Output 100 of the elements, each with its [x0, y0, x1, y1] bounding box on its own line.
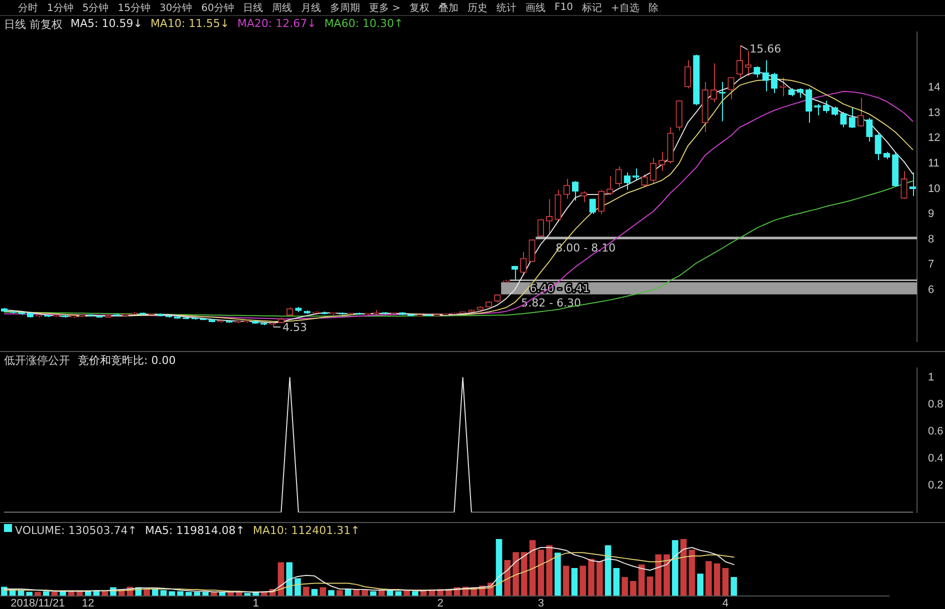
candlestick — [589, 198, 596, 214]
bar — [370, 591, 376, 596]
text: +自选 — [611, 2, 640, 14]
bar — [177, 591, 184, 596]
y-tick-label: 13 — [928, 106, 940, 119]
candlestick — [728, 77, 734, 100]
text: MA20: 12.67↓ — [237, 17, 316, 32]
candlestick — [580, 190, 588, 203]
y-tick-label: 7 — [928, 258, 934, 271]
y-tick-label: 10 — [928, 182, 940, 195]
text: 30分钟 — [159, 2, 192, 14]
bar — [730, 577, 737, 596]
text: 叠加 — [438, 2, 459, 14]
bar — [320, 587, 326, 596]
candlestick — [658, 151, 666, 172]
bar — [496, 539, 502, 596]
candlestick — [563, 178, 570, 200]
bar — [638, 564, 645, 596]
y-tick-label: 0.4 — [928, 452, 944, 464]
bar — [655, 554, 662, 596]
candlestick — [814, 104, 821, 116]
text: 标记 — [582, 2, 602, 14]
x-tick-label: 2 — [437, 597, 444, 609]
y-tick-label: 8 — [928, 233, 934, 246]
bar — [294, 578, 301, 596]
text: 除 — [648, 2, 658, 14]
bar — [562, 566, 570, 596]
bar — [722, 568, 729, 596]
annotation: 15.66 — [750, 42, 782, 56]
candlestick — [606, 176, 614, 196]
bar — [152, 588, 158, 596]
text: F10 — [554, 2, 573, 13]
x-tick-label: 12 — [82, 597, 94, 609]
y-tick-label: 9 — [928, 208, 934, 220]
annotation: 4.53 — [282, 320, 308, 334]
candlestick — [762, 60, 769, 92]
candlestick — [554, 189, 562, 222]
text: 日线 — [242, 2, 263, 14]
text: 周线 — [272, 2, 292, 14]
bar — [646, 576, 654, 596]
bar — [622, 577, 628, 596]
text: MA60: 10.30↑ — [324, 17, 404, 32]
y-tick-label: 11 — [928, 157, 940, 170]
candlestick — [710, 62, 718, 104]
text: MA5: 119814.08↑ — [144, 524, 245, 537]
bar — [286, 562, 292, 596]
bar — [344, 590, 352, 596]
bar — [34, 592, 41, 596]
bar — [714, 563, 720, 596]
bar — [554, 552, 561, 596]
text: 竞价和竞昨比: 0.00 — [78, 353, 176, 368]
candlestick — [520, 252, 527, 276]
y-tick-label: 12 — [928, 132, 940, 144]
chart-title: 低开涨停公开 — [4, 353, 70, 368]
candlestick — [857, 97, 864, 128]
x-tick-label: 4 — [722, 597, 729, 609]
text: 分时 — [18, 2, 38, 14]
bar — [529, 540, 536, 596]
text: 历史 — [468, 2, 488, 14]
chart-title: 日线 前复权 — [4, 17, 62, 32]
text: 画线 — [526, 2, 546, 14]
bar — [412, 591, 418, 596]
bar — [706, 561, 712, 596]
text: 复权 — [410, 2, 430, 14]
bar — [546, 545, 552, 596]
bar — [512, 552, 519, 596]
candlestick — [736, 45, 743, 78]
candlestick — [806, 88, 812, 124]
bar — [697, 574, 704, 596]
bar — [680, 539, 687, 596]
candlestick — [537, 218, 544, 238]
bar — [186, 592, 192, 596]
candlestick — [615, 166, 622, 188]
bar — [42, 591, 50, 596]
text: 15分钟 — [118, 2, 150, 14]
bar — [580, 566, 586, 596]
candlestick — [874, 133, 882, 161]
bar — [160, 590, 167, 596]
candlestick — [866, 117, 873, 142]
candlestick — [840, 111, 847, 128]
bar — [336, 590, 343, 596]
text: 统计 — [496, 2, 517, 14]
bar — [613, 568, 620, 596]
text: MA10: 112401.31↑ — [252, 524, 360, 537]
legend-label: VOLUME: 130503.74↑ — [15, 524, 137, 537]
bar — [328, 590, 334, 596]
text: 1分钟 — [47, 2, 74, 14]
candlestick — [770, 72, 778, 94]
bar — [395, 591, 402, 596]
text: 5分钟 — [82, 2, 109, 14]
y-tick-label: 0.2 — [928, 479, 944, 492]
y-tick-label: 0.6 — [928, 425, 944, 438]
x-tick-label: 2018/11/21 — [10, 597, 65, 609]
bar — [630, 581, 636, 596]
text: 月线 — [300, 2, 321, 14]
y-tick-label: 14 — [928, 82, 940, 94]
y-tick-label: 1 — [928, 371, 934, 384]
candlestick — [900, 170, 908, 200]
x-tick-label: 3 — [538, 597, 544, 609]
bar — [362, 590, 368, 596]
